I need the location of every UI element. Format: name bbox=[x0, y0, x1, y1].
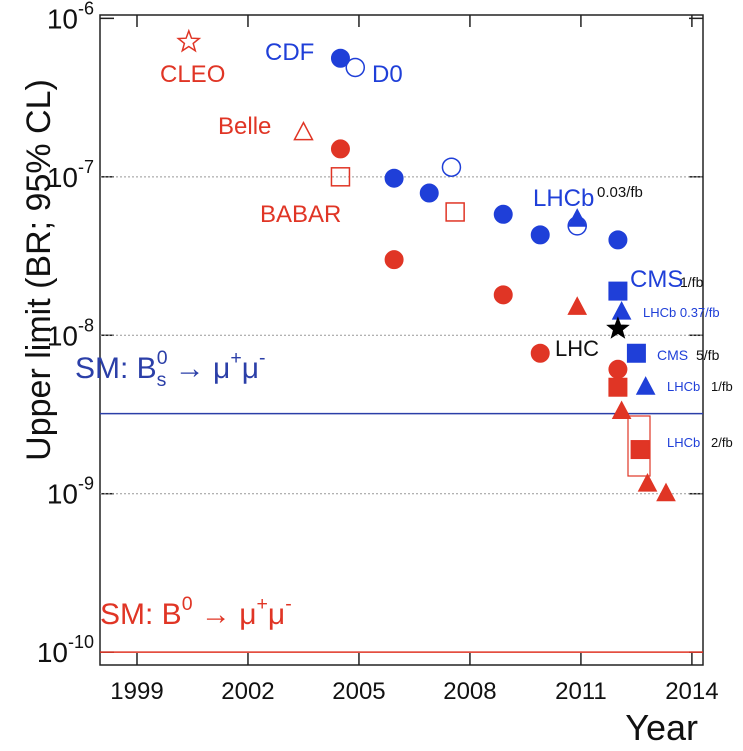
y-tick-exponent: -8 bbox=[78, 315, 94, 335]
annotation: CLEO bbox=[160, 61, 225, 88]
annotation: BABAR bbox=[260, 201, 341, 228]
y-tick-label: 10-9 bbox=[47, 474, 94, 510]
annotation: CMS bbox=[657, 347, 688, 363]
reference-label-part: SM: B bbox=[100, 598, 182, 631]
reference-label-part: μ bbox=[268, 598, 285, 631]
plot-frame bbox=[99, 14, 704, 666]
marker bbox=[493, 204, 513, 224]
marker bbox=[293, 121, 314, 141]
y-tick-label: 10-8 bbox=[47, 315, 94, 351]
highlight-box bbox=[627, 415, 651, 477]
y-tick-exponent: -6 bbox=[78, 0, 94, 18]
annotation: 5/fb bbox=[696, 347, 720, 363]
annotation: 1/fb bbox=[680, 274, 704, 290]
annotation: LHCb bbox=[667, 435, 700, 450]
x-tick-label: 1999 bbox=[110, 678, 163, 705]
x-tick-label: 2011 bbox=[555, 678, 607, 705]
x-tick-label: 2005 bbox=[332, 678, 385, 705]
y-tick-base: 10 bbox=[37, 637, 68, 668]
annotation: 1/fb bbox=[711, 379, 733, 394]
y-tick-label: 10-7 bbox=[47, 157, 94, 193]
y-tick-base: 10 bbox=[47, 3, 78, 34]
reference-label-part: μ bbox=[242, 352, 259, 385]
annotation: LHC bbox=[555, 336, 599, 361]
marker bbox=[606, 316, 630, 339]
annotation: LHCb bbox=[533, 185, 594, 212]
marker bbox=[635, 376, 656, 395]
marker bbox=[567, 296, 588, 315]
y-axis-label: Upper limit (BR; 95% CL) bbox=[20, 79, 58, 461]
y-tick-exponent: -10 bbox=[68, 632, 94, 652]
annotation: LHCb 0.37/fb bbox=[643, 305, 720, 320]
marker bbox=[608, 359, 628, 379]
y-tick-base: 10 bbox=[47, 479, 78, 510]
y-tick-label: 10-10 bbox=[37, 632, 94, 668]
marker bbox=[611, 400, 632, 420]
y-tick-label: 10-6 bbox=[47, 0, 94, 34]
annotation: 2/fb bbox=[711, 435, 733, 450]
marker bbox=[567, 208, 588, 227]
y-tick-exponent: -9 bbox=[78, 474, 94, 494]
marker bbox=[345, 57, 366, 78]
reference-label-part: + bbox=[230, 347, 241, 369]
marker bbox=[330, 167, 351, 187]
annotation: CDF bbox=[265, 39, 314, 66]
reference-label-part: s bbox=[157, 369, 167, 391]
reference-label-part: → μ bbox=[193, 598, 257, 631]
x-tick-label: 2008 bbox=[443, 678, 496, 705]
annotation: D0 bbox=[372, 61, 403, 88]
y-tick-exponent: -7 bbox=[78, 157, 94, 177]
annotation: CMS bbox=[630, 266, 683, 293]
marker bbox=[656, 482, 676, 502]
annotation: Belle bbox=[218, 113, 271, 140]
marker bbox=[419, 183, 439, 203]
marker bbox=[630, 440, 650, 460]
reference-label-part: - bbox=[259, 347, 266, 369]
marker bbox=[530, 343, 550, 363]
annotation: 0.03/fb bbox=[597, 184, 643, 201]
marker bbox=[384, 250, 404, 270]
reference-label-part: SM: B bbox=[75, 352, 157, 385]
marker bbox=[445, 202, 465, 222]
x-tick-label: 2014 bbox=[665, 678, 718, 705]
y-tick-base: 10 bbox=[47, 320, 78, 351]
marker bbox=[384, 168, 404, 188]
marker bbox=[611, 301, 632, 320]
marker bbox=[637, 473, 658, 492]
marker bbox=[608, 377, 628, 397]
marker bbox=[493, 285, 513, 305]
reference-label-part: 0 bbox=[182, 593, 193, 615]
marker bbox=[330, 139, 350, 159]
marker bbox=[530, 225, 550, 245]
y-tick-base: 10 bbox=[47, 162, 78, 193]
x-tick-label: 2002 bbox=[221, 678, 274, 705]
reference-label: SM: B0 → μ+μ- bbox=[100, 593, 292, 631]
x-axis-label: Year bbox=[625, 707, 698, 748]
reference-label: SM: B0 s → μ+μ- bbox=[75, 347, 266, 391]
reference-label-part: - bbox=[285, 593, 292, 615]
reference-label-part: + bbox=[257, 593, 268, 615]
reference-label-part: 0 bbox=[157, 347, 168, 369]
marker bbox=[626, 343, 646, 363]
marker bbox=[608, 230, 628, 250]
marker bbox=[176, 28, 202, 53]
marker bbox=[608, 281, 628, 301]
annotation: LHCb bbox=[667, 379, 700, 394]
marker bbox=[441, 157, 462, 177]
marker bbox=[330, 48, 350, 68]
reference-label-part: → μ bbox=[166, 352, 230, 385]
